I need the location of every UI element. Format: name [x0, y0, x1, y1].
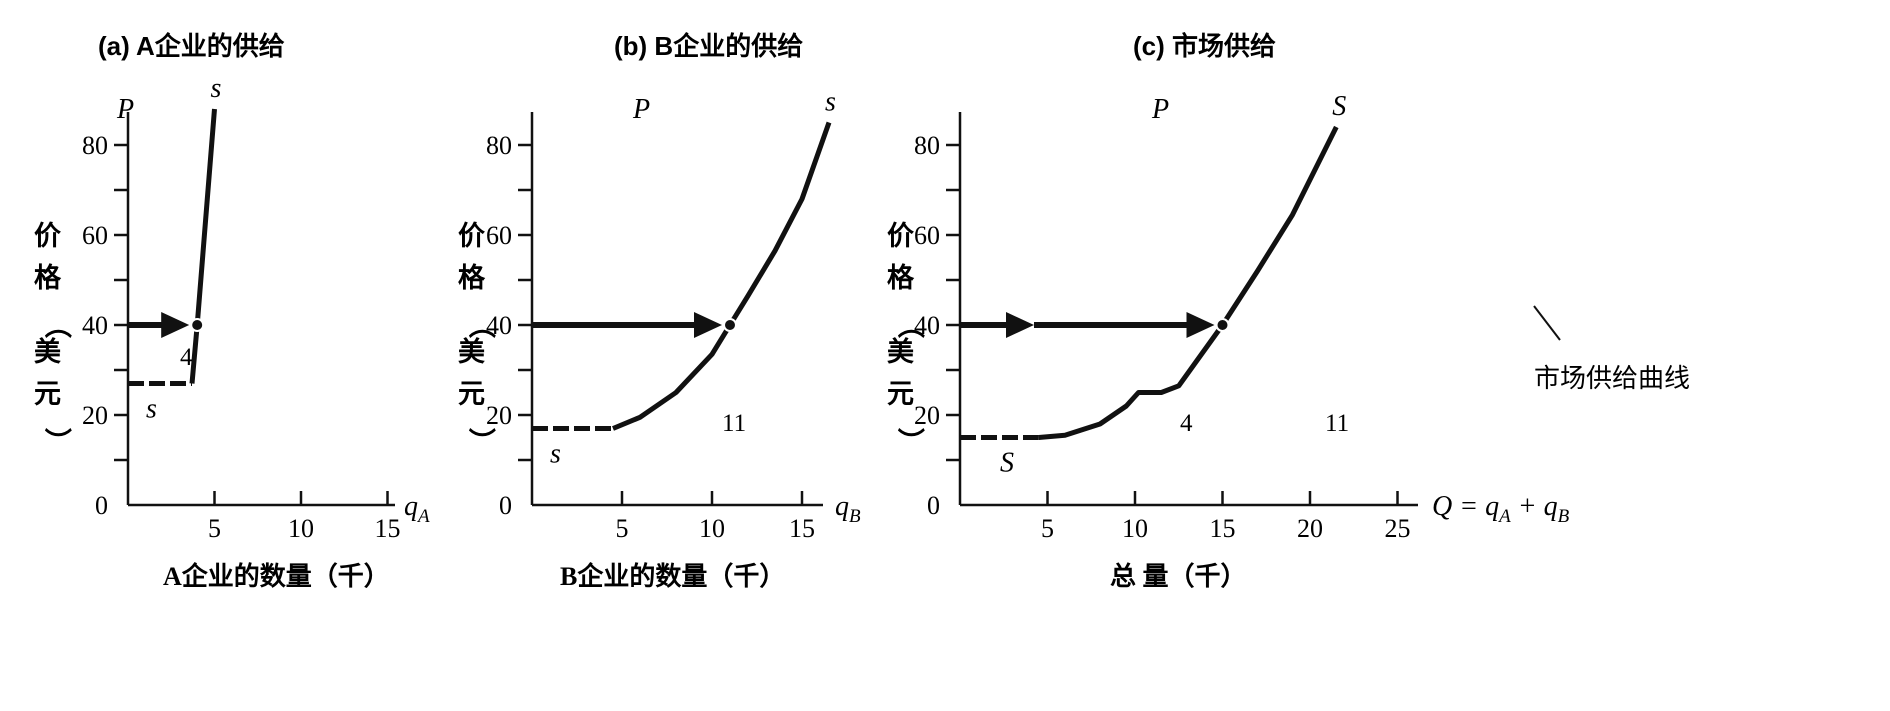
panel-c-quantity-label-b: 11 [1325, 410, 1349, 437]
panel-c-curve-label-start: S [1000, 448, 1014, 479]
panel-a-y-label: 价格 （美元 ） [34, 221, 72, 455]
panel-b-curve [532, 121, 832, 431]
panel-c-y-tick-label: 20 [914, 401, 940, 430]
panel-a-y-label-char: 元 [34, 379, 61, 409]
panel-b: (b) B企业的供给 P 价格 （美元 ） 0 20 40 60 80 5 10 15 qB B… [458, 31, 861, 591]
panel-b-y-label: 价格 （美元 ） [458, 221, 496, 455]
panel-b-y-label-char: ） [466, 428, 496, 455]
panel-b-x-label: B企业的数量（千） [560, 561, 785, 591]
panel-b-y-label-char: （ [466, 312, 496, 339]
panel-c-y-ticks: 0 20 40 60 80 [914, 131, 960, 520]
panel-a-y-label-char: ） [42, 428, 72, 455]
panel-c-x-ticks: 5 10 15 20 25 [1041, 491, 1411, 543]
panel-a-y-tick-label: 20 [82, 401, 108, 430]
panel-b-x-tick-label: 15 [789, 514, 815, 543]
panel-a-x-tick-label: 10 [288, 514, 314, 543]
panel-a-curve [128, 108, 217, 386]
panel-a-y-label-char: 价 [34, 221, 62, 251]
panel-a-y-ticks: 0 20 40 60 80 [82, 131, 128, 520]
panel-b-y-label-char: 价 [458, 221, 486, 251]
panel-a-curve-label-start: s [146, 394, 157, 425]
panel-b-curve-label-end: s [825, 87, 836, 118]
panel-c-x-symbol: Q = qA + qB [1432, 491, 1570, 527]
panel-b-x-symbol: qB [835, 491, 861, 527]
panel-b-curve-solid [612, 121, 832, 431]
panel-a-title: (a) A企业的供给 [98, 31, 285, 61]
panel-a-y-label-char: （ [42, 312, 72, 339]
panel-a-y-label-char: 美 [34, 336, 61, 367]
panel-a-x-symbol: qA [404, 491, 430, 527]
panel-c-arrow-2-head [1186, 312, 1215, 338]
panel-c-y-label-char: （ [895, 312, 925, 339]
panel-c-x-tick-label: 5 [1041, 514, 1054, 543]
panel-c-y-tick-label: 40 [914, 311, 940, 340]
panel-b-y-label-char: 格 [458, 263, 486, 293]
panel-a: (a) A企业的供给 P 价格 （美元 ） 0 20 40 60 80 5 10 15 qA A… [34, 31, 430, 591]
panel-c-title: (c) 市场供给 [1133, 31, 1276, 61]
panel-c-y-tick-label: 60 [914, 221, 940, 250]
panel-b-x-tick-label: 10 [699, 514, 725, 543]
panel-b-y-ticks: 0 20 40 60 80 [486, 131, 532, 520]
panel-c-y-label-char: 元 [887, 379, 914, 409]
panel-b-y-label-char: 美 [458, 336, 485, 367]
panel-a-x-label: A企业的数量（千） [163, 561, 390, 591]
panel-c-curve-label-end: S [1332, 91, 1346, 122]
panel-c-x-tick-label: 15 [1210, 514, 1236, 543]
panel-b-y-tick-label: 80 [486, 131, 512, 160]
panel-b-quantity-label: 11 [722, 410, 746, 437]
panel-a-curve-label-end: s [211, 73, 222, 104]
panel-a-y-label-char: 格 [34, 263, 62, 293]
panel-c-y-label-char: 价 [887, 221, 915, 251]
panel-b-y-symbol: P [632, 94, 650, 125]
panel-c-y-label-char: 格 [887, 263, 915, 293]
panel-b-x-ticks: 5 10 15 [616, 491, 815, 543]
panel-b-y-label-char: 元 [458, 379, 485, 409]
panel-a-quantity-label: 4 [180, 344, 193, 371]
panel-c-y-label: 价格 （美元 ） [887, 221, 925, 455]
panel-b-y-tick-label: 20 [486, 401, 512, 430]
panel-c-y-label-char: 美 [887, 336, 914, 367]
panel-c-y-tick-label: 80 [914, 131, 940, 160]
panel-a-highlight-point [190, 318, 205, 332]
panel-a-y-tick-label: 60 [82, 221, 108, 250]
panel-b-arrow-head [694, 312, 722, 338]
panel-c-y-label-char: ） [895, 428, 925, 455]
panel-c-curve-annotation: 市场供给曲线 [1534, 363, 1690, 393]
panel-c-x-tick-label: 25 [1385, 514, 1411, 543]
panel-b-title: (b) B企业的供给 [614, 31, 803, 61]
panel-a-y-tick-label: 40 [82, 311, 108, 340]
panel-b-y-tick-label: 60 [486, 221, 512, 250]
panel-c-x-label: 总 量（千） [1110, 562, 1247, 591]
panel-a-y-symbol: P [116, 94, 134, 125]
panel-a-x-tick-label: 15 [375, 514, 401, 543]
panel-a-curve-solid [189, 108, 217, 384]
panel-a-y-tick-label: 80 [82, 131, 108, 160]
panel-c-curve-solid [1038, 125, 1339, 440]
panel-b-y-tick-label: 0 [499, 491, 512, 520]
panel-c-arrow-1-head [1006, 312, 1034, 338]
panel-b-highlight-point [723, 318, 737, 332]
panel-c-y-symbol: P [1151, 94, 1169, 125]
panel-c-quantity-label-a: 4 [1180, 410, 1193, 437]
panel-c-x-tick-label: 20 [1297, 514, 1323, 543]
panel-c-annotation-leader [1533, 305, 1561, 341]
panel-a-x-tick-label: 5 [208, 514, 221, 543]
panel-b-arrows [532, 312, 722, 338]
panel-c-y-tick-label: 0 [927, 491, 940, 520]
panel-b-y-tick-label: 40 [486, 311, 512, 340]
panel-a-x-ticks: 5 10 15 [208, 491, 401, 543]
panel-c-curve [960, 125, 1339, 440]
panel-a-y-tick-label: 0 [95, 491, 108, 520]
panel-a-arrows [128, 312, 190, 338]
panel-c-arrows [960, 312, 1215, 338]
panel-b-curve-label-start: s [550, 439, 561, 470]
panel-b-x-tick-label: 5 [616, 514, 629, 543]
panel-a-arrow-head [161, 312, 190, 338]
panel-c-x-tick-label: 10 [1122, 514, 1148, 543]
panel-c-highlight-point [1215, 318, 1230, 332]
panel-c: (c) 市场供给 P 价格 （美元 ） 0 20 40 60 80 5 10 15 20 25 Q … [887, 31, 1690, 591]
